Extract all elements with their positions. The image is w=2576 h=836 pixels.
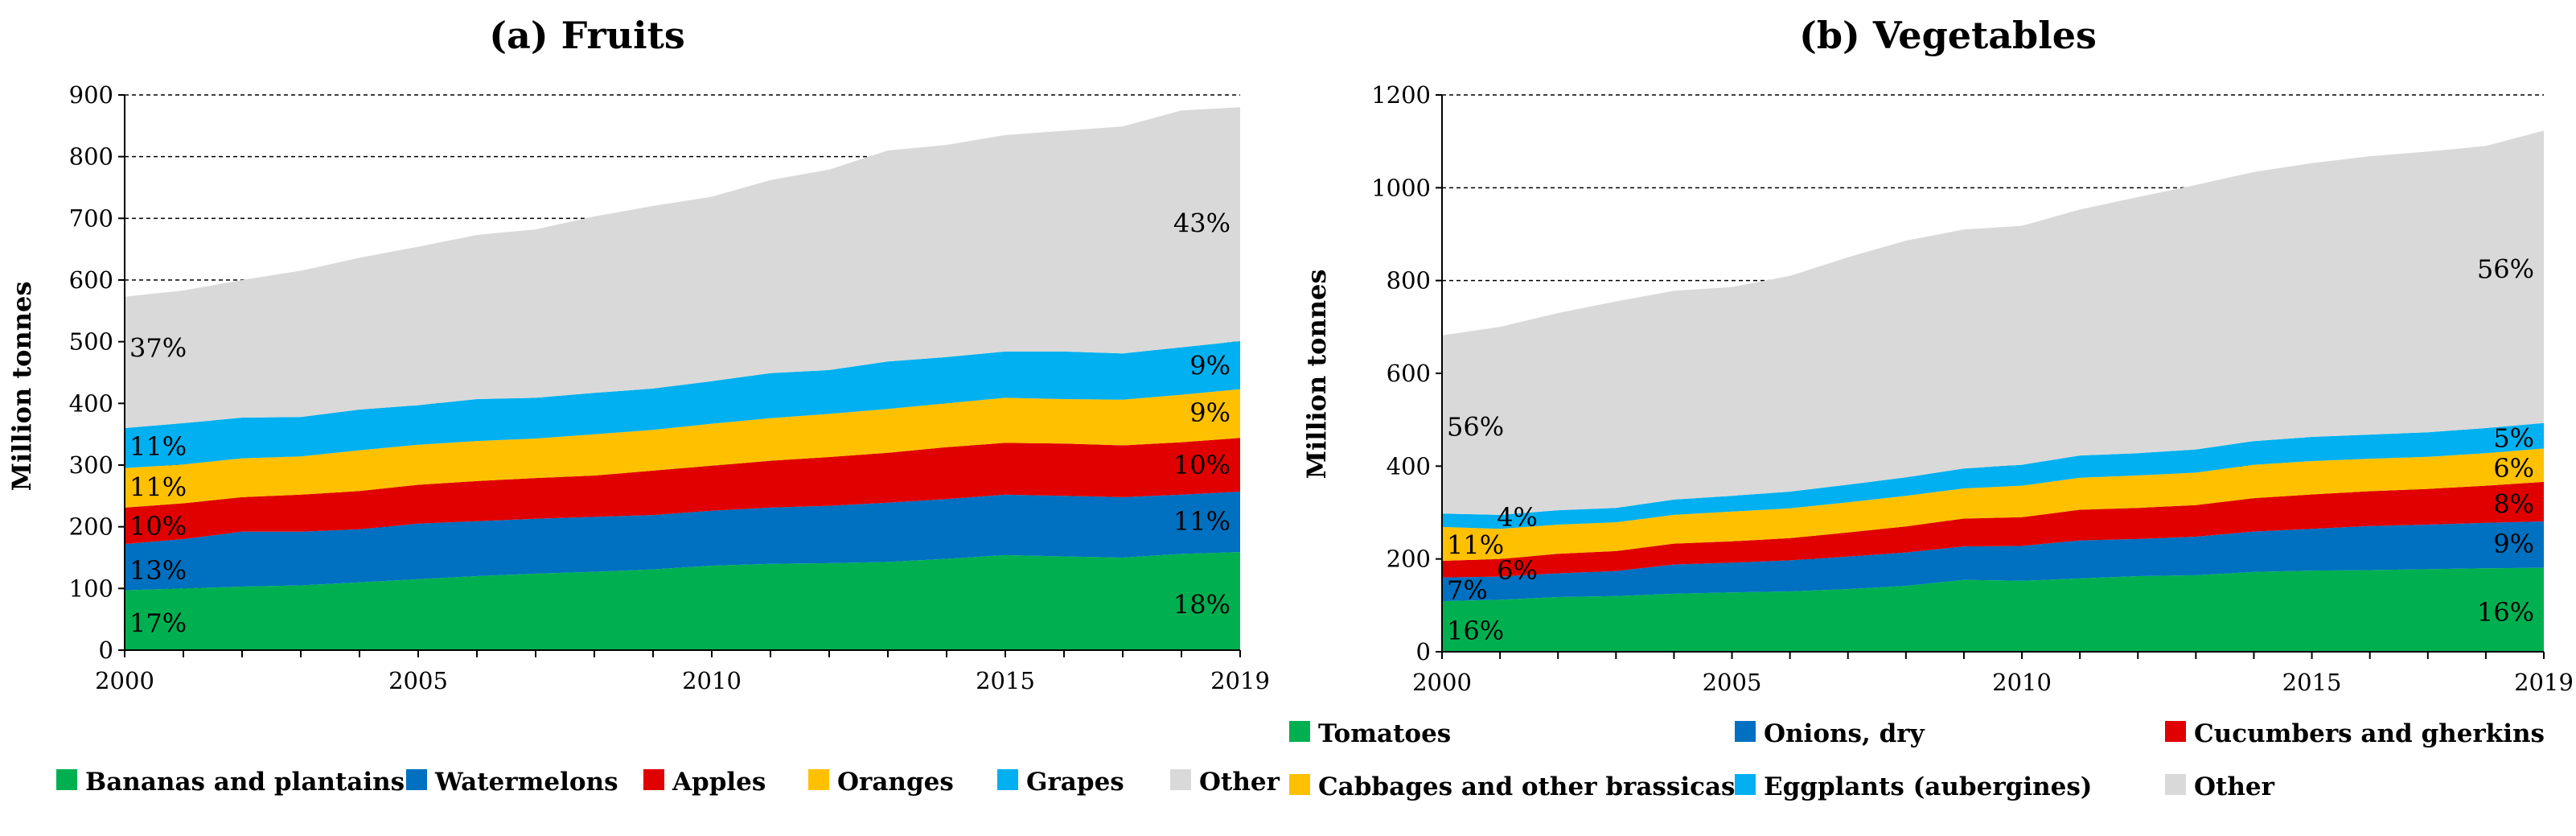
vegetables-legend-swatch-eggplants-aubergines — [1735, 774, 1756, 795]
vegetables-legend-swatch-tomatoes — [1289, 721, 1310, 742]
vegetables-area-tomatoes — [1442, 567, 2544, 652]
vegetables-legend-label-cucumbers-and-gherkins: Cucumbers and gherkins — [2194, 719, 2545, 748]
vegetables-percent-label: 6% — [1497, 555, 1538, 586]
fruits-area-other — [125, 107, 1240, 429]
vegetables-y-axis-label: Million tonnes — [1301, 270, 1332, 480]
fruits-x-tick-label: 2000 — [95, 667, 154, 694]
fruits-legend-label-oranges: Oranges — [837, 768, 954, 797]
vegetables-percent-label: 8% — [2493, 489, 2534, 520]
fruits-percent-label: 11% — [129, 472, 187, 503]
vegetables-percent-label: 6% — [2493, 453, 2534, 484]
vegetables-area-other — [1442, 130, 2544, 515]
fruits-percent-label: 11% — [1173, 506, 1230, 537]
fruits-percent-label: 9% — [1189, 351, 1230, 381]
fruits-area-watermelons — [125, 492, 1240, 591]
vegetables-legend-label-tomatoes: Tomatoes — [1318, 719, 1451, 748]
fruits-x-tick-label: 2019 — [1210, 667, 1270, 694]
vegetables-legend-label-other: Other — [2194, 772, 2275, 801]
vegetables-legend-swatch-onions-dry — [1735, 721, 1756, 742]
fruits-percent-label: 43% — [1173, 208, 1230, 238]
vegetables-area-eggplants-aubergines — [1442, 422, 2544, 529]
fruits-area-apples — [125, 438, 1240, 545]
vegetables-percent-label: 16% — [2477, 597, 2534, 628]
fruits-y-tick-label: 100 — [69, 574, 113, 602]
fruits-legend-label-grapes: Grapes — [1026, 768, 1124, 797]
fruits-y-tick-label: 500 — [69, 328, 113, 356]
fruits-y-tick-label: 800 — [69, 143, 113, 171]
vegetables-percent-label: 56% — [2477, 253, 2534, 284]
fruits-legend-swatch-oranges — [808, 769, 829, 790]
fruits-y-tick-label: 400 — [69, 389, 113, 417]
fruits-y-tick-label: 700 — [69, 204, 113, 232]
fruits-legend-swatch-bananas-and-plantains — [56, 769, 77, 790]
fruits-y-tick-label: 0 — [99, 636, 113, 664]
vegetables-y-tick-label: 400 — [1387, 452, 1431, 480]
vegetables-legend-swatch-cucumbers-and-gherkins — [2165, 721, 2186, 742]
fruits-x-tick-label: 2015 — [976, 667, 1035, 694]
vegetables-percent-label: 5% — [2493, 423, 2534, 454]
fruits-percent-label: 17% — [129, 607, 187, 638]
fruits-percent-label: 9% — [1189, 397, 1230, 428]
vegetables-percent-label: 11% — [1447, 529, 1504, 560]
fruits-percent-label: 13% — [129, 555, 187, 586]
vegetables-area-cucumbers-and-gherkins — [1442, 481, 2544, 578]
vegetables-percent-label: 16% — [1447, 616, 1504, 646]
vegetables-panel: (b) Vegetables Million tonnes 0 200 400 600… — [1301, 14, 2574, 696]
fruits-legend-swatch-other — [1170, 769, 1191, 790]
vegetables-percent-label: 56% — [1447, 411, 1504, 442]
fruits-legend: Bananas and plantains Watermelons Apples Or… — [56, 768, 1280, 797]
fruits-area-grapes — [125, 340, 1240, 468]
fruits-legend-label-apples: Apples — [672, 768, 766, 797]
fruits-y-tick-label: 300 — [69, 451, 113, 479]
vegetables-y-tick-label: 1200 — [1371, 81, 1431, 109]
fruits-legend-swatch-grapes — [997, 769, 1018, 790]
vegetables-x-tick-label: 2005 — [1703, 669, 1762, 696]
vegetables-y-tick-label: 0 — [1416, 638, 1431, 665]
fruits-legend-swatch-apples — [643, 769, 664, 790]
vegetables-percent-label: 7% — [1447, 574, 1488, 605]
fruits-legend-label-bananas-and-plantains: Bananas and plantains — [85, 768, 405, 797]
fruits-y-axis-label: Million tonnes — [6, 282, 37, 492]
vegetables-area-onions-dry — [1442, 521, 2544, 602]
vegetables-legend-swatch-cabbages-and-other-brassicas — [1289, 774, 1310, 795]
fruits-legend-swatch-watermelons — [406, 769, 427, 790]
fruits-legend-label-other: Other — [1199, 768, 1280, 797]
vegetables-x-tick-label: 2000 — [1412, 669, 1472, 696]
fruits-title: (a) Fruits — [489, 14, 685, 57]
fruits-percent-label: 10% — [1173, 450, 1230, 480]
fruits-y-tick-label: 900 — [69, 81, 113, 109]
fruits-legend-label-watermelons: Watermelons — [434, 768, 618, 797]
vegetables-percent-label: 4% — [1497, 502, 1538, 533]
vegetables-legend-label-onions-dry: Onions, dry — [1764, 719, 1925, 748]
fruits-x-tick-label: 2010 — [682, 667, 742, 694]
vegetables-y-tick-label: 800 — [1387, 267, 1431, 294]
vegetables-y-tick-label: 200 — [1387, 546, 1431, 573]
vegetables-legend-swatch-other — [2165, 774, 2186, 795]
vegetables-title: (b) Vegetables — [1799, 14, 2097, 57]
fruits-area-bananas-and-plantains — [125, 552, 1240, 650]
vegetables-x-tick-label: 2010 — [1992, 669, 2052, 696]
fruits-percent-label: 18% — [1173, 589, 1230, 620]
fruits-panel: (a) Fruits Million tonnes 0 100 200 300 400 5… — [6, 14, 1270, 694]
fruits-percent-label: 11% — [129, 431, 187, 462]
vegetables-percent-label: 9% — [2493, 529, 2534, 559]
vegetables-legend-label-eggplants-aubergines: Eggplants (aubergines) — [1764, 772, 2092, 801]
vegetables-y-tick-label: 1000 — [1371, 174, 1431, 201]
fruits-percent-label: 10% — [129, 511, 187, 542]
vegetables-legend: Tomatoes Onions, dry Cucumbers and gherkin… — [1289, 719, 2545, 801]
fruits-y-tick-label: 600 — [69, 266, 113, 294]
vegetables-x-tick-label: 2019 — [2514, 669, 2574, 696]
fruits-percent-label: 37% — [129, 332, 187, 363]
fruits-y-tick-label: 200 — [69, 513, 113, 541]
vegetables-y-tick-label: 600 — [1387, 360, 1431, 387]
vegetables-legend-label-cabbages-and-other-brassicas: Cabbages and other brassicas — [1318, 772, 1736, 801]
vegetables-area-cabbages-and-other-brassicas — [1442, 448, 2544, 561]
vegetables-x-tick-label: 2015 — [2282, 669, 2342, 696]
fruits-area-oranges — [125, 389, 1240, 508]
fruits-x-tick-label: 2005 — [388, 667, 448, 694]
